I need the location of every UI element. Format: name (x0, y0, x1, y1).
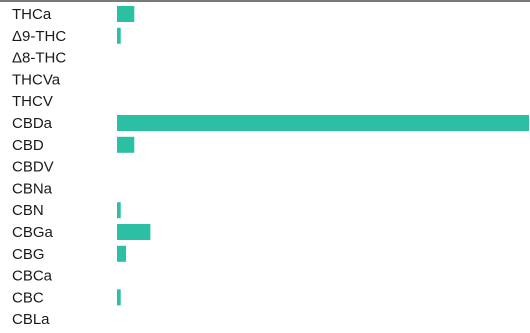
category-label: CBCa (12, 268, 53, 285)
bars (117, 6, 529, 306)
category-label: CBG (12, 246, 45, 263)
category-labels: THCa Δ9-THC Δ8-THC THCVa THCV CBDa CBD CBDV CBNa… (12, 6, 66, 328)
category-label: CBD (12, 137, 44, 154)
category-label: CBDa (12, 115, 53, 132)
category-label: CBDV (12, 159, 54, 176)
category-label: THCV (12, 93, 53, 110)
category-label: Δ9-THC (12, 28, 66, 45)
bar (117, 245, 127, 262)
bar (117, 202, 121, 219)
category-label: CBNa (12, 180, 53, 197)
bar (117, 27, 121, 44)
bar (117, 6, 135, 22)
category-label: THCa (12, 6, 52, 23)
category-label: THCVa (12, 71, 61, 88)
category-label: CBC (12, 289, 44, 306)
category-label: CBN (12, 202, 44, 219)
category-label: CBGa (12, 224, 54, 241)
bar (117, 224, 151, 240)
bar (117, 115, 529, 131)
bar (117, 136, 135, 153)
category-label: Δ8-THC (12, 50, 66, 67)
bar (117, 289, 121, 306)
category-label: CBLa (12, 311, 50, 328)
